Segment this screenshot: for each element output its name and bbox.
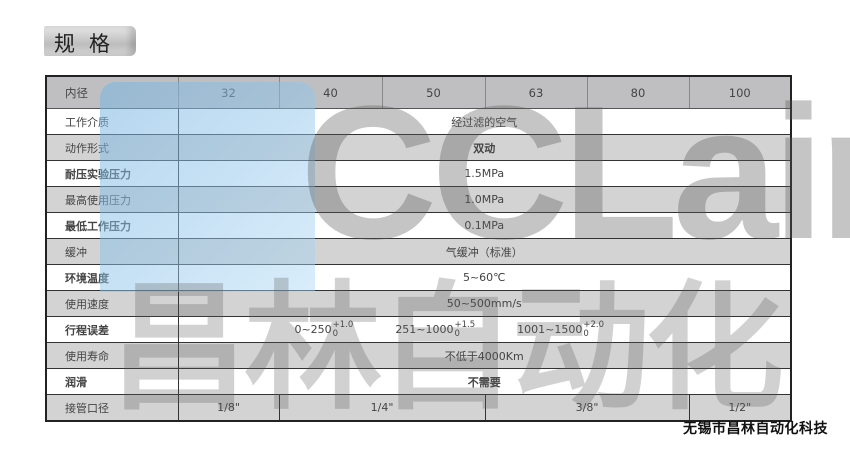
row-value: 不低于4000Km bbox=[177, 342, 792, 369]
table-row: 行程误差 0~250 +1.0 0 251~1000 +1.5 0 1001~1500 +… bbox=[45, 316, 792, 343]
bore-cell: 80 bbox=[586, 75, 690, 109]
row-label: 最低工作压力 bbox=[45, 212, 179, 239]
table-row: 动作形式 双动 bbox=[45, 134, 792, 161]
tolerance-lower: 0 bbox=[454, 328, 460, 339]
row-value: 0.1MPa bbox=[177, 212, 792, 239]
tolerance-range: 0~250 bbox=[294, 323, 332, 336]
header-label: 内径 bbox=[45, 75, 179, 109]
table-row: 使用速度 50~500mm/s bbox=[45, 290, 792, 317]
row-label: 接管口径 bbox=[45, 394, 179, 422]
row-label: 缓冲 bbox=[45, 238, 179, 265]
table-row: 使用寿命 不低于4000Km bbox=[45, 342, 792, 369]
bore-cell: 100 bbox=[688, 75, 792, 109]
tolerance-upper: +1.5 bbox=[454, 319, 476, 330]
tolerance-lower: 0 bbox=[332, 328, 339, 339]
tolerance-lower: 0 bbox=[583, 328, 589, 339]
table-row: 最低工作压力 0.1MPa bbox=[45, 212, 792, 239]
bore-cell: 63 bbox=[484, 75, 588, 109]
row-label: 最高使用压力 bbox=[45, 186, 179, 213]
bore-cell: 50 bbox=[381, 75, 486, 109]
company-name: 无锡市昌林自动化科技 bbox=[683, 421, 828, 437]
row-value: 0~250 +1.0 0 251~1000 +1.5 0 1001~1500 +2.0 0 bbox=[177, 316, 792, 343]
port-cell: 3/8" bbox=[484, 394, 690, 422]
tolerance-upper: +2.0 bbox=[583, 319, 605, 330]
table-row: 工作介质 经过滤的空气 bbox=[45, 108, 792, 135]
bore-cell: 40 bbox=[278, 75, 383, 109]
row-value: 50~500mm/s bbox=[177, 290, 792, 317]
bore-cell: 32 bbox=[177, 75, 280, 109]
tolerance-item: 251~1000 +1.5 0 bbox=[395, 319, 476, 339]
row-value: 1.0MPa bbox=[177, 186, 792, 213]
table-row: 接管口径 1/8" 1/4" 3/8" 1/2" bbox=[45, 394, 792, 422]
tolerance-upper: +1.0 bbox=[332, 319, 354, 330]
row-label: 环境温度 bbox=[45, 264, 179, 291]
row-label: 耐压实验压力 bbox=[45, 160, 179, 187]
table-row: 最高使用压力 1.0MPa bbox=[45, 186, 792, 213]
row-value: 1.5MPa bbox=[177, 160, 792, 187]
section-title-tab: 规格 bbox=[44, 26, 136, 56]
row-label: 润滑 bbox=[45, 368, 179, 395]
tolerance-item: 1001~1500 +2.0 0 bbox=[517, 319, 605, 339]
row-label: 动作形式 bbox=[45, 134, 179, 161]
row-label: 行程误差 bbox=[45, 316, 179, 343]
tolerance-range: 1001~1500 bbox=[517, 323, 583, 336]
port-cell: 1/4" bbox=[278, 394, 486, 422]
row-label: 使用寿命 bbox=[45, 342, 179, 369]
table-row: 缓冲 气缓冲（标准） bbox=[45, 238, 792, 265]
row-value: 不需要 bbox=[177, 368, 792, 395]
port-cell: 1/2" bbox=[688, 394, 792, 422]
row-label: 工作介质 bbox=[45, 108, 179, 135]
tolerance-range: 251~1000 bbox=[395, 323, 454, 336]
table-row: 环境温度 5~60℃ bbox=[45, 264, 792, 291]
row-value: 气缓冲（标准） bbox=[177, 238, 792, 265]
port-cell: 1/8" bbox=[177, 394, 280, 422]
table-row: 耐压实验压力 1.5MPa bbox=[45, 160, 792, 187]
row-value: 5~60℃ bbox=[177, 264, 792, 291]
row-value: 双动 bbox=[177, 134, 792, 161]
row-label: 使用速度 bbox=[45, 290, 179, 317]
table-row: 润滑 不需要 bbox=[45, 368, 792, 395]
tolerance-item: 0~250 +1.0 0 bbox=[294, 319, 354, 339]
section-title: 规格 bbox=[54, 32, 124, 56]
row-value: 经过滤的空气 bbox=[177, 108, 792, 135]
spec-table: 内径 32 40 50 63 80 100 工作介质 经过滤的空气 动作形式 双动 … bbox=[45, 75, 792, 422]
table-header-row: 内径 32 40 50 63 80 100 bbox=[45, 75, 792, 109]
